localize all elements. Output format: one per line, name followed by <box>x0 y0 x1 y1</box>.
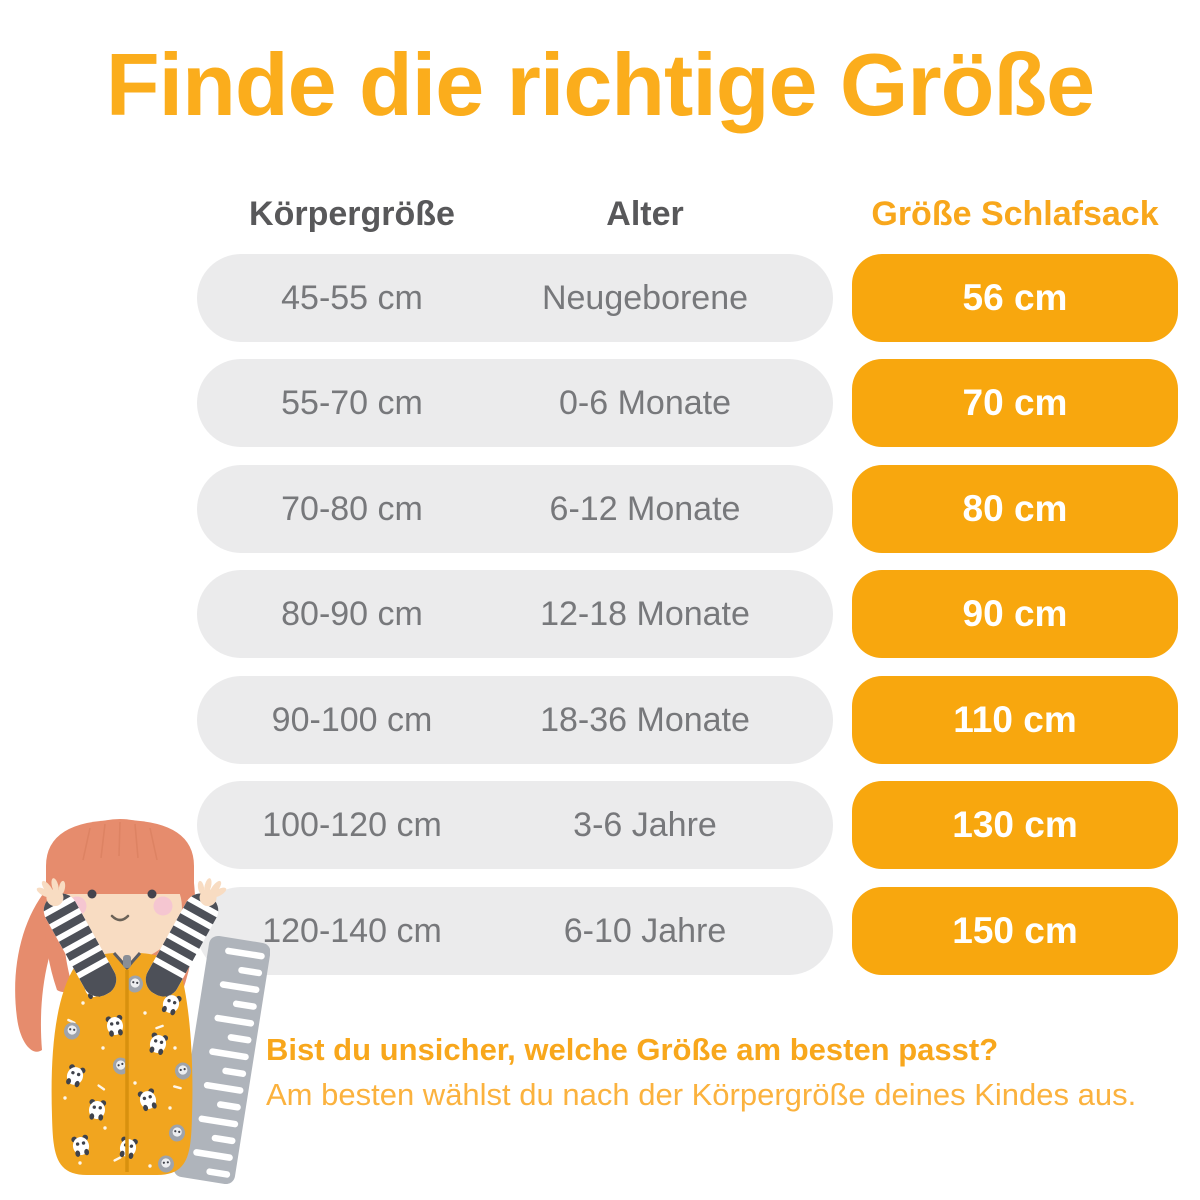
body-height-value: 45-55 cm <box>281 279 423 317</box>
bag-size-pill: 90 cm <box>852 570 1178 658</box>
table-row: 55-70 cm 0-6 Monate 70 cm <box>0 359 1200 447</box>
column-header-body-height: Körpergröße <box>249 195 455 233</box>
body-height-value: 70-80 cm <box>281 490 423 528</box>
column-header-age: Alter <box>606 195 684 233</box>
bag-size-value: 70 cm <box>962 382 1068 423</box>
row-info-pill: 100-120 cm 3-6 Jahre <box>197 781 833 869</box>
panda-sleeping-bag <box>51 952 193 1175</box>
girl-right-blush <box>153 896 173 916</box>
table-row: 90-100 cm 18-36 Monate 110 cm <box>0 676 1200 764</box>
age-value: Neugeborene <box>541 279 749 317</box>
table-row: 45-55 cm Neugeborene 56 cm <box>0 254 1200 342</box>
table-row: 80-90 cm 12-18 Monate 90 cm <box>0 570 1200 658</box>
body-height-value: 120-140 cm <box>262 912 442 950</box>
age-value: 6-10 Jahre <box>563 912 727 950</box>
growth-ruler-icon <box>173 935 270 1185</box>
age-value: 0-6 Monate <box>559 384 731 422</box>
table-row: 100-120 cm 3-6 Jahre 130 cm <box>0 781 1200 869</box>
age-value: 3-6 Jahre <box>573 806 717 844</box>
bag-size-pill: 110 cm <box>852 676 1178 764</box>
bag-size-pill: 56 cm <box>852 254 1178 342</box>
zipper-pull <box>123 955 131 968</box>
body-height-value: 100-120 cm <box>262 806 442 844</box>
girl-smile <box>110 914 130 922</box>
footer-advice: Am besten wählst du nach der Körpergröße… <box>266 1077 1137 1112</box>
row-info-pill: 80-90 cm 12-18 Monate <box>197 570 833 658</box>
page-title: Finde die richtige Größe <box>105 35 1095 134</box>
row-info-pill: 70-80 cm 6-12 Monate <box>197 465 833 553</box>
bag-size-value: 90 cm <box>962 593 1068 634</box>
row-info-pill: 45-55 cm Neugeborene <box>197 254 833 342</box>
row-info-pill: 90-100 cm 18-36 Monate <box>197 676 833 764</box>
girl-left-eye <box>87 889 97 899</box>
bag-size-pill: 150 cm <box>852 887 1178 975</box>
bag-size-pill: 130 cm <box>852 781 1178 869</box>
table-row: 70-80 cm 6-12 Monate 80 cm <box>0 465 1200 553</box>
bag-size-pill: 80 cm <box>852 465 1178 553</box>
body-height-value: 80-90 cm <box>281 595 423 633</box>
row-info-pill: 120-140 cm 6-10 Jahre <box>197 887 833 975</box>
table-row: 120-140 cm 6-10 Jahre 150 cm <box>0 887 1200 975</box>
bag-size-value: 110 cm <box>953 699 1077 740</box>
girl-bangs <box>46 820 194 894</box>
column-header-bag-size: Größe Schlafsack <box>871 195 1159 233</box>
body-height-value: 55-70 cm <box>281 384 423 422</box>
bag-size-value: 130 cm <box>952 804 1078 845</box>
row-info-pill: 55-70 cm 0-6 Monate <box>197 359 833 447</box>
body-height-value: 90-100 cm <box>271 701 433 739</box>
age-value: 18-36 Monate <box>540 701 750 739</box>
girl-illustration <box>15 819 270 1185</box>
bag-size-value: 80 cm <box>962 488 1068 529</box>
bag-size-pill: 70 cm <box>852 359 1178 447</box>
age-value: 12-18 Monate <box>540 595 750 633</box>
bag-size-value: 56 cm <box>962 277 1068 318</box>
footer-question: Bist du unsicher, welche Größe am besten… <box>266 1032 999 1067</box>
girl-right-eye <box>147 889 157 899</box>
age-value: 6-12 Monate <box>549 490 741 528</box>
bag-size-value: 150 cm <box>952 910 1078 951</box>
